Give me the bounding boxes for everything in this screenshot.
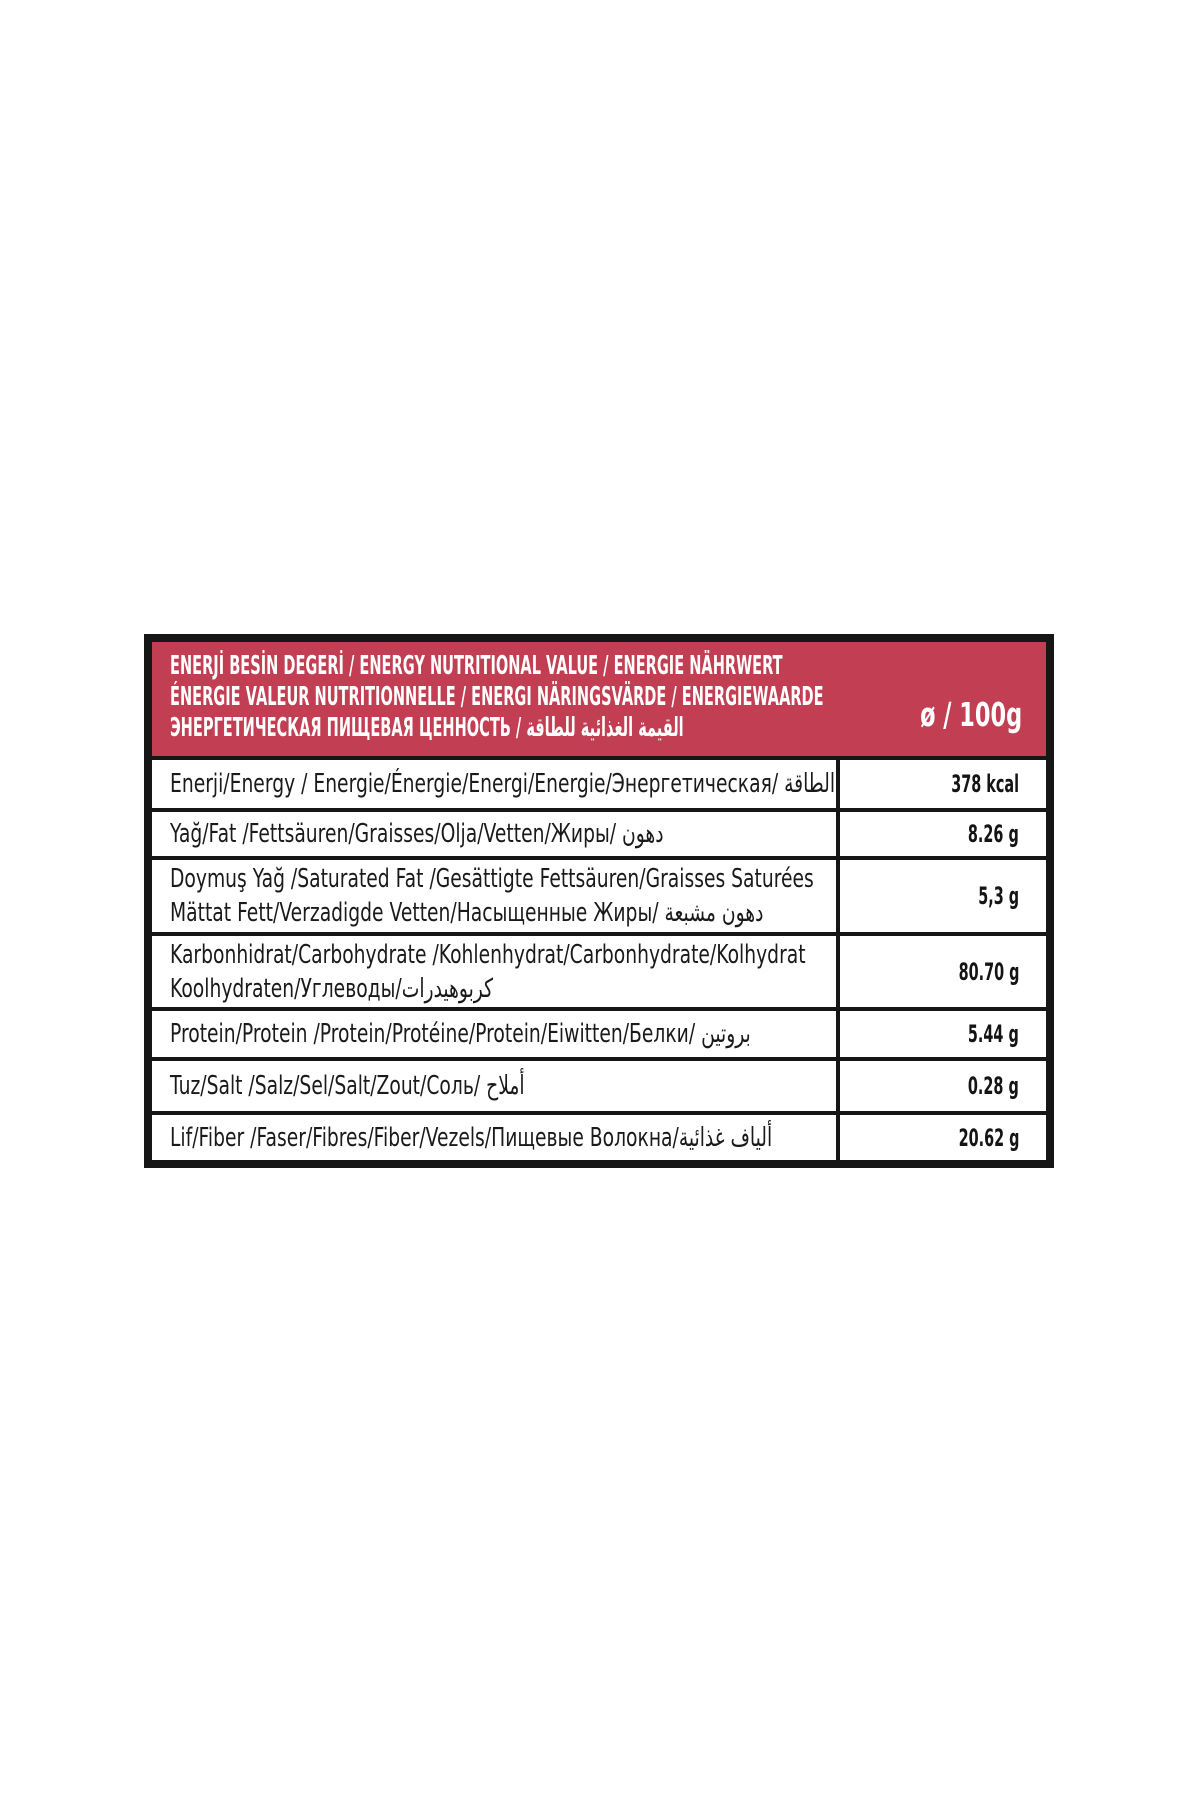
nutrient-label: Yağ/Fat /Fettsäuren/Graisses/Olja/Vetten… (170, 819, 664, 849)
header-title-line-1: ENERJİ BESİN DEGERİ / ENERGY NUTRITIONAL… (170, 651, 783, 681)
nutrient-value: 80.70 g (958, 957, 1019, 986)
nutrient-value: 5,3 g (978, 882, 1019, 910)
nutrient-label: Protein/Protein /Protein/Protéine/Protei… (170, 1019, 751, 1049)
nutrient-label: Enerji/Energy / Energie/Énergie/Energi/E… (170, 769, 836, 799)
nutrient-value: 20.62 g (958, 1123, 1019, 1152)
nutrient-value-cell: 20.62 g (836, 1115, 1046, 1160)
nutrient-value: 0.28 g (968, 1072, 1019, 1100)
nutrient-value: 378 kcal (951, 770, 1019, 798)
nutrient-label-cell: Lif/Fiber /Faser/Fibres/Fiber/Vezels/Пищ… (152, 1115, 836, 1160)
nutrient-value: 8.26 g (968, 820, 1019, 848)
nutrient-label-cell: Doymuş Yağ /Saturated Fat /Gesättigte Fe… (152, 860, 836, 932)
table-row-salt: Tuz/Salt /Salz/Sel/Salt/Zout/Соль/ أملاح… (152, 1057, 1046, 1111)
header-title-line-3: ЭНЕРГЕТИЧЕСКАЯ ПИЩЕВАЯ ЦЕННОСТЬ / القيمة… (170, 713, 684, 743)
nutrient-label-cell: Karbonhidrat/Carbohydrate /Kohlenhydrat/… (152, 936, 836, 1007)
nutrient-value-cell: 8.26 g (836, 812, 1046, 856)
nutrition-table: ENERJİ BESİN DEGERİ / ENERGY NUTRITIONAL… (144, 634, 1054, 1168)
nutrient-value-cell: 5.44 g (836, 1011, 1046, 1057)
nutrient-label-line-1: Doymuş Yağ /Saturated Fat /Gesättigte Fe… (170, 864, 814, 894)
table-row-fiber: Lif/Fiber /Faser/Fibres/Fiber/Vezels/Пищ… (152, 1111, 1046, 1160)
nutrient-label: Tuz/Salt /Salz/Sel/Salt/Zout/Соль/ أملاح (170, 1071, 525, 1101)
table-row-energy: Enerji/Energy / Energie/Énergie/Energi/E… (152, 756, 1046, 808)
nutrient-label-cell: Enerji/Energy / Energie/Énergie/Energi/E… (152, 760, 836, 808)
nutrition-table-header: ENERJİ BESİN DEGERİ / ENERGY NUTRITIONAL… (152, 642, 1046, 756)
table-row-protein: Protein/Protein /Protein/Protéine/Protei… (152, 1007, 1046, 1057)
nutrient-label-line-1: Karbonhidrat/Carbohydrate /Kohlenhydrat/… (170, 939, 806, 970)
table-row-saturated-fat: Doymuş Yağ /Saturated Fat /Gesättigte Fe… (152, 856, 1046, 932)
nutrient-label-line-2: Koolhydraten/Углеводы/كربوهيدرات (170, 973, 494, 1004)
nutrient-label-cell: Tuz/Salt /Salz/Sel/Salt/Zout/Соль/ أملاح (152, 1061, 836, 1111)
nutrient-value-cell: 5,3 g (836, 860, 1046, 932)
nutrient-value-cell: 0.28 g (836, 1061, 1046, 1111)
nutrient-value-cell: 378 kcal (836, 760, 1046, 808)
nutrient-value-cell: 80.70 g (836, 936, 1046, 1007)
per-100g-column-header: ø / 100g (919, 695, 1022, 734)
header-title-line-2: ÉNERGIE VALEUR NUTRITIONNELLE / ENERGI N… (170, 682, 824, 712)
table-row-fat: Yağ/Fat /Fettsäuren/Graisses/Olja/Vetten… (152, 808, 1046, 856)
table-row-carbohydrate: Karbonhidrat/Carbohydrate /Kohlenhydrat/… (152, 932, 1046, 1007)
nutrient-label-line-2: Mättat Fett/Verzadigde Vetten/Насыщенные… (170, 898, 764, 928)
nutrient-label: Lif/Fiber /Faser/Fibres/Fiber/Vezels/Пищ… (170, 1122, 773, 1153)
nutrient-label-cell: Protein/Protein /Protein/Protéine/Protei… (152, 1011, 836, 1057)
nutrient-label-cell: Yağ/Fat /Fettsäuren/Graisses/Olja/Vetten… (152, 812, 836, 856)
nutrient-value: 5.44 g (968, 1020, 1019, 1048)
